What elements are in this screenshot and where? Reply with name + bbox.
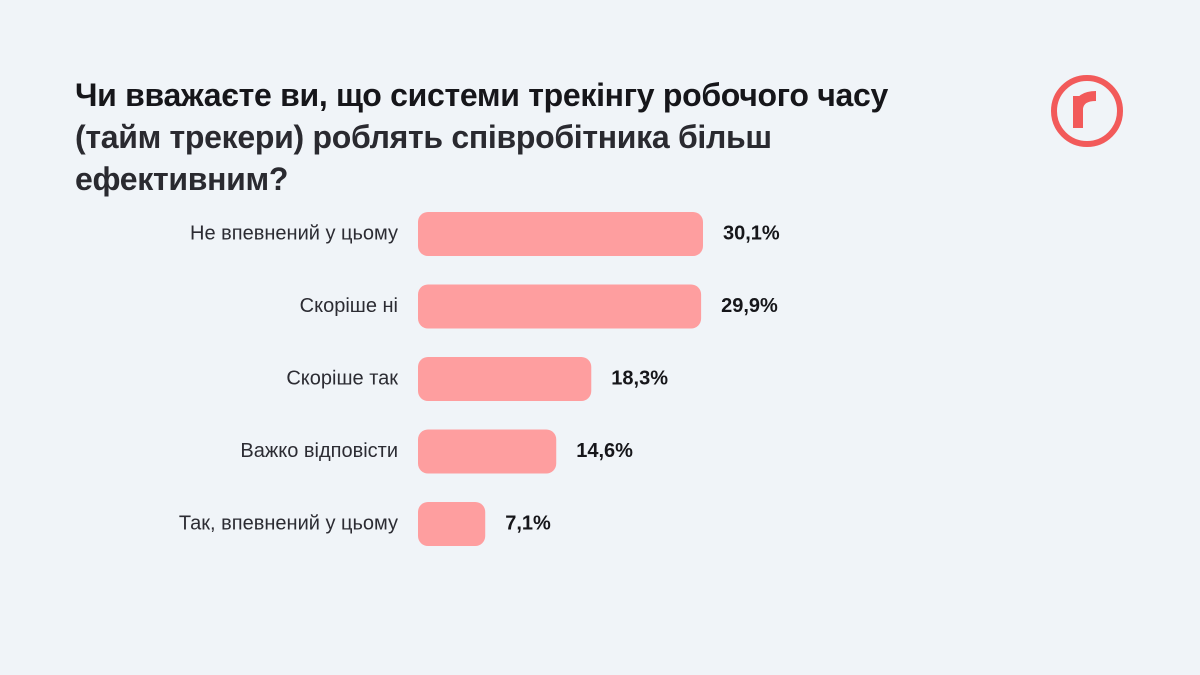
- bar: [418, 212, 703, 256]
- value-label: 14,6%: [576, 440, 633, 462]
- category-label: Так, впевнений у цьому: [179, 512, 398, 534]
- bar: [418, 429, 557, 474]
- title-rest: (тайм трекери) роблять співробітника біл…: [75, 119, 772, 197]
- bar: [418, 284, 702, 329]
- value-label: 29,9%: [721, 295, 778, 317]
- title-bold: Чи вважаєте ви, що системи трекінгу робо…: [75, 77, 888, 113]
- value-label: 30,1%: [723, 222, 780, 244]
- category-label: Важко відповісти: [240, 440, 398, 462]
- logo: [1051, 75, 1123, 147]
- bar: [418, 357, 592, 401]
- bar: [418, 502, 486, 546]
- category-label: Скоріше так: [286, 367, 398, 389]
- chart-title: Чи вважаєте ви, що системи трекінгу робо…: [75, 74, 935, 200]
- value-label: 18,3%: [611, 367, 668, 389]
- value-label: 7,1%: [505, 512, 551, 534]
- category-label: Не впевнений у цьому: [190, 222, 398, 244]
- category-label: Скоріше ні: [300, 295, 398, 317]
